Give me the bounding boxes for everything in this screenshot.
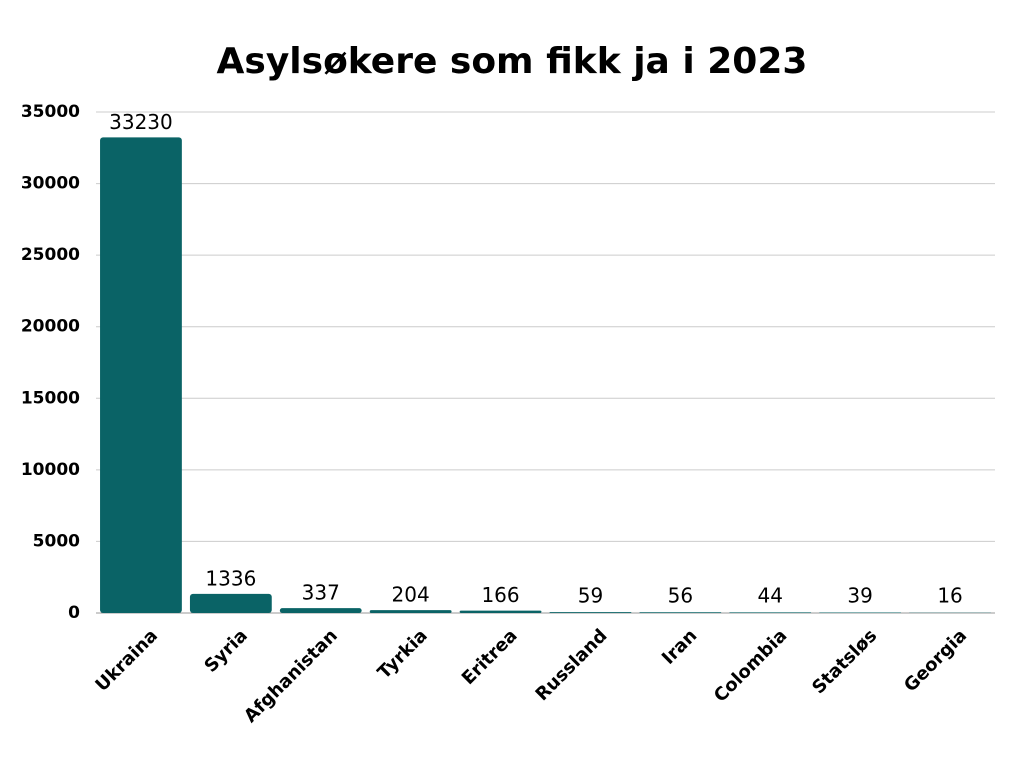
y-tick-label: 20000	[21, 317, 80, 337]
x-tick-label: Russland	[532, 625, 612, 705]
bar	[189, 593, 272, 613]
value-label: 16	[937, 584, 962, 608]
value-label: 1336	[205, 566, 256, 590]
y-tick-label: 35000	[21, 102, 80, 122]
bar	[459, 610, 542, 613]
y-tick-label: 30000	[21, 174, 80, 194]
x-tick-label: Georgia	[900, 625, 971, 696]
value-label: 337	[302, 581, 340, 605]
y-tick-label: 5000	[33, 531, 80, 551]
y-tick-label: 15000	[21, 388, 80, 408]
x-tick-label: Colombia	[710, 625, 791, 706]
value-label: 39	[847, 584, 872, 608]
chart-title: Asylsøkere som fikk ja i 2023	[217, 41, 808, 82]
value-label: 44	[758, 584, 783, 608]
value-label: 56	[668, 584, 693, 608]
value-label: 166	[481, 583, 519, 607]
bar	[279, 608, 362, 613]
x-tick-label: Iran	[658, 625, 702, 669]
x-tick-label: Tyrkia	[374, 625, 432, 683]
x-tick-label: Syria	[200, 625, 252, 677]
bar	[549, 612, 632, 613]
x-tick-label: Ukraina	[91, 625, 162, 696]
bar	[819, 612, 902, 613]
y-tick-label: 10000	[21, 460, 80, 480]
y-tick-label: 25000	[21, 245, 80, 265]
bar	[639, 612, 722, 613]
bar	[369, 610, 452, 613]
x-tick-label: Eritrea	[458, 625, 522, 689]
x-tick-label: Statsløs	[808, 625, 881, 698]
bar	[729, 612, 812, 613]
y-tick-label: 0	[68, 603, 80, 623]
value-label: 33230	[109, 110, 173, 134]
bar	[100, 137, 182, 613]
x-tick-label: Afghanistan	[240, 625, 342, 727]
value-label: 59	[578, 584, 603, 608]
value-label: 204	[392, 583, 430, 607]
